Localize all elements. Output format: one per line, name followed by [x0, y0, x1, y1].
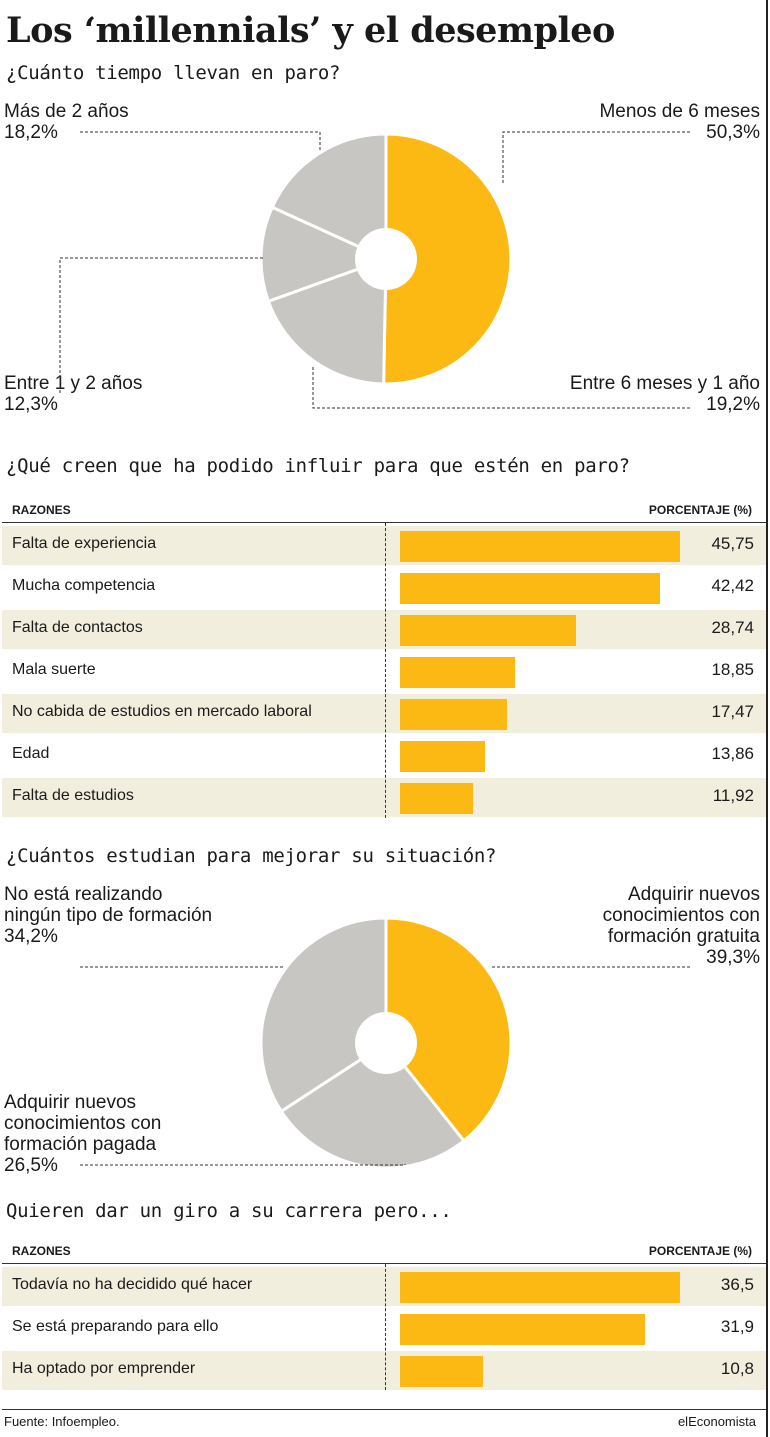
table2-bar [400, 1356, 483, 1387]
table2-row-value: 31,9 [720, 1317, 754, 1336]
pie2-label-no-formacion: No está realizando ningún tipo de formac… [4, 884, 224, 947]
pie1-value-text: 18,2% [4, 122, 58, 143]
pie2-label-gratuita: Adquirir nuevos conocimientos con formac… [560, 884, 760, 968]
table2-row-value: 36,5 [720, 1275, 754, 1294]
table1-separator [385, 523, 386, 818]
table1-row-value: 17,47 [711, 702, 754, 721]
table2-subtitle: Quieren dar un giro a su carrera pero... [6, 1200, 452, 1222]
table1-row: Falta de experiencia 45,75 [2, 526, 766, 565]
pie1-slice-0 [382, 132, 513, 386]
table1-row-label: Mucha competencia [12, 577, 156, 594]
table1-row-label: Falta de contactos [12, 619, 143, 636]
table1-row-value: 28,74 [711, 618, 754, 637]
pie2-center-hole [355, 1012, 417, 1074]
footer-source: Fuente: Infoempleo. [4, 1414, 120, 1429]
pie2-label-text: Adquirir nuevos conocimientos con formac… [602, 884, 760, 947]
table1-bar [400, 699, 507, 730]
footer-brand: elEconomista [677, 1414, 756, 1429]
pie2-slice-2 [259, 916, 388, 1114]
table2-col-razones: RAZONES [12, 1244, 71, 1258]
pie1-label-text: Entre 6 meses y 1 año [569, 373, 760, 394]
pie1-label-text: Entre 1 y 2 años [4, 373, 143, 394]
footer-rule [2, 1409, 766, 1410]
table1-subtitle: ¿Qué creen que ha podido influir para qu… [6, 455, 630, 477]
pie2-value-text: 26,5% [4, 1155, 58, 1176]
table1-bar [400, 741, 485, 772]
table1-bar [400, 657, 516, 688]
pie1-label-text: Menos de 6 meses [599, 101, 760, 122]
table2-row-label: Ha optado por emprender [12, 1360, 196, 1377]
table2-row-label: Se está preparando para ello [12, 1318, 219, 1335]
pie2-slice-1 [279, 1040, 466, 1170]
table1-row-value: 18,85 [711, 660, 754, 679]
table2-header-rule [2, 1263, 766, 1264]
table1-row-label: Edad [12, 745, 50, 762]
table1-bar [400, 615, 576, 646]
pie2-label-text: No está realizando ningún tipo de formac… [4, 884, 213, 926]
pie1-value-text: 19,2% [706, 394, 760, 415]
pie2-slice-0 [384, 916, 513, 1143]
table2-col-porcentaje: PORCENTAJE (%) [648, 1244, 752, 1258]
pie2-leader-pagada [80, 1164, 406, 1166]
table1-row-label: Falta de estudios [12, 787, 134, 804]
pie1-leader-menos-6 [502, 131, 690, 185]
table1-bar [400, 573, 660, 604]
pie1-leader-mas-2 [80, 131, 321, 152]
table1-row-label: Falta de experiencia [12, 535, 157, 552]
table1-row: Mucha competencia 42,42 [2, 568, 766, 607]
pie1-label-menos-6: Menos de 6 meses 50,3% [599, 101, 760, 143]
pie2-label-pagada: Adquirir nuevos conocimientos con formac… [4, 1092, 204, 1176]
table1-row-value: 11,92 [712, 786, 754, 805]
table1-row: Edad 13,86 [2, 736, 766, 775]
table2-row-value: 10,8 [720, 1359, 754, 1378]
pie1-label-1-2: Entre 1 y 2 años 12,3% [4, 373, 142, 415]
table1-col-porcentaje: PORCENTAJE (%) [648, 503, 752, 517]
table1-row: Falta de contactos 28,74 [2, 610, 766, 649]
table2-separator [385, 1264, 386, 1390]
table2-row-label: Todavía no ha decidido qué hacer [12, 1276, 253, 1293]
table1-bar [400, 783, 473, 814]
pie2-value-text: 34,2% [4, 926, 58, 947]
table1-row: No cabida de estudios en mercado laboral… [2, 694, 766, 733]
pie1-leader-6-1 [312, 365, 690, 409]
table1-row: Mala suerte 18,85 [2, 652, 766, 691]
pie1-leader-1-2 [59, 257, 263, 393]
pie1-value-text: 50,3% [706, 122, 760, 143]
table1-row-label: No cabida de estudios en mercado laboral [12, 703, 312, 720]
pie2-subtitle: ¿Cuántos estudian para mejorar su situac… [6, 845, 497, 867]
pie2-value-text: 39,3% [706, 947, 760, 968]
table1-bar [400, 531, 680, 562]
pie1-slice-2 [259, 205, 390, 304]
table1-row-value: 45,75 [711, 534, 754, 553]
table2-bar [400, 1314, 645, 1345]
pie1-value-text: 12,3% [4, 394, 58, 415]
table1-header-rule [2, 522, 766, 523]
pie2-label-text: Adquirir nuevos conocimientos con formac… [4, 1092, 162, 1155]
pie1-subtitle: ¿Cuánto tiempo llevan en paro? [6, 62, 341, 84]
table2-row: Se está preparando para ello 31,9 [2, 1309, 766, 1348]
table1-row-value: 42,42 [711, 576, 754, 595]
pie1-center-hole [355, 228, 417, 290]
pie1-label-text: Más de 2 años [4, 101, 129, 122]
table2-row: Todavía no ha decidido qué hacer 36,5 [2, 1267, 766, 1306]
pie1-slice-1 [266, 256, 388, 386]
page-title: Los ‘millennials’ y el desempleo [6, 10, 615, 51]
table1-col-razones: RAZONES [12, 503, 71, 517]
table1-row-label: Mala suerte [12, 661, 96, 678]
pie1-label-mas-2: Más de 2 años 18,2% [4, 101, 129, 143]
table2-row: Ha optado por emprender 10,8 [2, 1351, 766, 1390]
table2-bar [400, 1272, 680, 1303]
table1-row-value: 13,86 [711, 744, 754, 763]
table1-row: Falta de estudios 11,92 [2, 778, 766, 817]
pie1-label-6-1: Entre 6 meses y 1 año 19,2% [570, 373, 760, 415]
pie1-slice-3 [270, 132, 388, 262]
